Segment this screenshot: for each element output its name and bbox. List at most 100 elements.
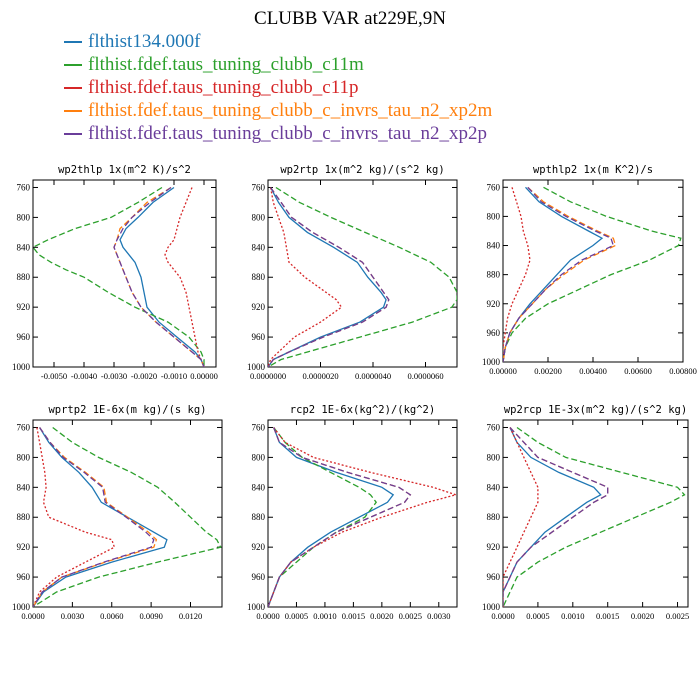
legend-item: flthist.fdef.taus_tuning_clubb_c_invrs_t… [64,122,492,145]
y-tick-label: 840 [252,482,266,492]
x-tick-label: -0.0030 [101,371,127,381]
y-tick-label: 760 [487,422,501,432]
x-tick-label: 0.0120 [179,611,202,621]
series-line [113,186,205,367]
legend-label: flthist.fdef.taus_tuning_clubb_c_invrs_t… [88,100,493,121]
series-line [33,427,158,607]
x-tick-label: 0.0010 [561,611,584,621]
y-tick-label: 840 [17,482,31,492]
x-tick-label: -0.0040 [71,371,97,381]
plot-frame [267,419,458,608]
y-tick-label: 760 [17,422,31,432]
y-tick-label: 1000 [247,362,266,372]
y-tick-label: 800 [17,452,31,462]
x-tick-label: 0.0000 [256,611,279,621]
x-tick-label: 0.0025 [399,611,422,621]
x-tick-label: 0.0010 [313,611,336,621]
x-tick-label: 0.0020 [631,611,654,621]
x-tick-label: 0.00600 [624,366,652,376]
x-tick-label: 0.0090 [139,611,162,621]
panel-title: wpthlp2 1x(m K^2)/s [533,164,653,176]
legend-swatch [64,109,82,112]
panel-title: wp2rcp 1E-3x(m^2 kg)/(s^2 kg) [504,404,687,416]
legend: flthist134.000f flthist.fdef.taus_tuning_… [64,30,492,145]
series-line [503,186,615,362]
series-line [33,426,222,607]
legend-item: flthist.fdef.taus_tuning_clubb_c11p [64,76,492,99]
x-tick-label: 0.0060 [100,611,123,621]
legend-swatch [64,86,82,89]
plot-frame [502,179,684,363]
x-tick-label: -0.0050 [41,371,67,381]
series-line [503,427,609,607]
y-tick-label: 760 [17,182,31,192]
y-tick-label: 920 [252,542,266,552]
y-tick-label: 920 [17,302,31,312]
x-tick-label: 0.0020 [370,611,393,621]
y-tick-label: 760 [252,422,266,432]
series-line [503,427,539,607]
series-line [268,427,412,607]
x-tick-label: 0.0000040 [355,371,391,381]
series-line [119,186,205,367]
series-line [33,427,116,607]
x-tick-label: 0.0000020 [302,371,338,381]
plot-frame [267,179,458,368]
x-tick-label: 0.0000 [491,611,514,621]
legend-item: flthist.fdef.taus_tuning_clubb_c11m [64,53,492,76]
x-tick-label: -0.0020 [131,371,157,381]
series-line [164,187,205,367]
legend-label: flthist.fdef.taus_tuning_clubb_c11p [88,77,359,98]
legend-label: flthist134.000f [88,31,201,52]
panel-title: wp2thlp 1x(m^2 K)/s^2 [58,164,191,176]
figure-title: CLUBB VAR at229E,9N [254,8,446,29]
plot-frame [502,419,689,608]
chart-panel: wp2rtp 1x(m^2 kg)/(s^2 kg) 760 800 840 880 92… [247,164,458,381]
series-line [268,427,412,607]
y-tick-label: 800 [252,212,266,222]
y-tick-label: 800 [17,212,31,222]
x-tick-label: 0.0025 [666,611,689,621]
y-tick-label: 880 [252,512,266,522]
series-line [503,186,617,362]
chart-panel: rcp2 1E-6x(kg^2)/(kg^2) 760 800 840 880 920 96… [247,404,458,621]
y-tick-label: 920 [17,542,31,552]
y-tick-label: 840 [487,241,501,251]
series-line [503,426,686,607]
x-tick-label: 0.0030 [427,611,450,621]
y-tick-label: 760 [252,182,266,192]
chart-panel: wp2thlp 1x(m^2 K)/s^2 760 800 840 880 920 960 1… [12,164,218,381]
x-tick-label: 0.00800 [669,366,697,376]
y-tick-label: 840 [487,482,501,492]
panel-title: rcp2 1E-6x(kg^2)/(kg^2) [290,404,435,416]
series-line [268,187,387,367]
series-line [268,187,390,367]
x-tick-label: 0.00000 [489,366,517,376]
y-tick-label: 840 [17,242,31,252]
y-tick-label: 920 [252,302,266,312]
series-line [113,186,205,367]
x-tick-label: 0.0000060 [407,371,443,381]
y-tick-label: 800 [487,211,501,221]
x-tick-label: 0.00200 [534,366,562,376]
series-line [503,187,531,362]
legend-swatch [64,132,82,135]
plot-frame [32,419,223,608]
series-line [33,186,205,367]
x-tick-label: 0.0015 [596,611,619,621]
y-tick-label: 880 [17,272,31,282]
panel-title: wprtp2 1E-6x(m kg)/(s kg) [48,404,206,416]
series-line [268,427,395,607]
x-tick-label: 0.0005 [526,611,549,621]
x-tick-label: 0.0000000 [250,371,286,381]
y-tick-label: 960 [487,572,501,582]
legend-swatch [64,40,82,43]
chart-panel: wprtp2 1E-6x(m kg)/(s kg) 760 800 840 880 920… [12,404,223,621]
y-tick-label: 880 [17,512,31,522]
series-line [503,427,609,607]
y-tick-label: 800 [252,452,266,462]
legend-label: flthist.fdef.taus_tuning_clubb_c_invrs_t… [88,123,487,144]
y-tick-label: 920 [487,542,501,552]
series-line [268,427,378,607]
